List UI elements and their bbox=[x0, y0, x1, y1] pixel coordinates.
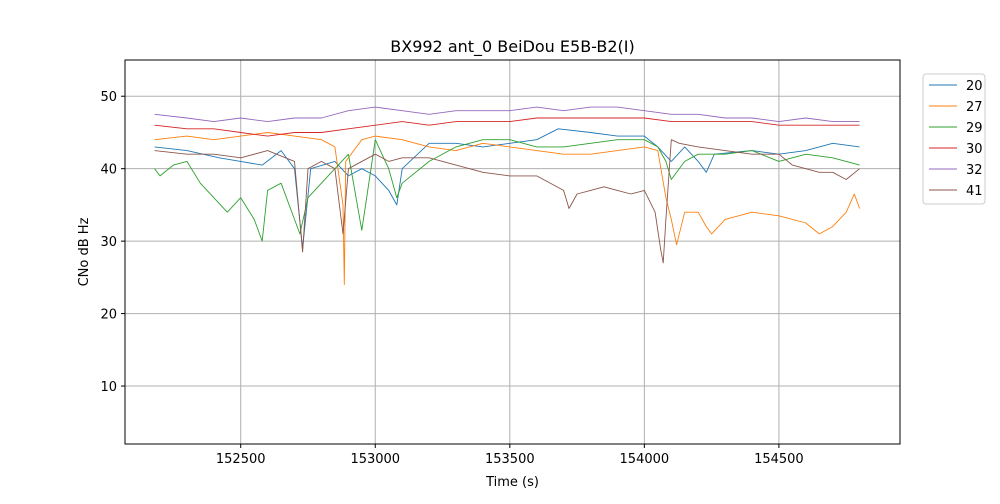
legend-label-32: 32 bbox=[966, 163, 983, 178]
grid bbox=[125, 60, 900, 444]
plot-frame bbox=[124, 59, 901, 445]
y-tick-label: 20 bbox=[100, 308, 117, 323]
series-lines bbox=[154, 106, 861, 286]
y-axis-label: CNo dB Hz bbox=[77, 217, 92, 286]
y-tick-label: 50 bbox=[100, 90, 117, 105]
series-line-41 bbox=[154, 139, 860, 264]
y-tick-label: 40 bbox=[100, 163, 117, 178]
series-line-20 bbox=[154, 128, 860, 249]
legend: 20 27 29 30 32 41 bbox=[922, 73, 986, 205]
x-axis-label: Time (s) bbox=[485, 475, 539, 490]
chart-title: BX992 ant_0 BeiDou E5B-B2(I) bbox=[390, 37, 634, 57]
x-tick-label: 154000 bbox=[620, 452, 670, 467]
legend-label-29: 29 bbox=[966, 121, 983, 136]
series-line-30 bbox=[154, 117, 860, 137]
legend-label-20: 20 bbox=[966, 79, 983, 94]
axis-ticks: 152500 153000 153500 154000 154500 10 20 30 40 50 bbox=[100, 90, 803, 467]
y-tick-label: 30 bbox=[100, 235, 117, 250]
series-line-32 bbox=[154, 106, 860, 123]
y-tick-label: 10 bbox=[100, 380, 117, 395]
x-tick-label: 152500 bbox=[216, 452, 266, 467]
legend-label-27: 27 bbox=[966, 100, 983, 115]
series-line-27 bbox=[154, 132, 861, 286]
x-tick-label: 154500 bbox=[754, 452, 804, 467]
series-line-29 bbox=[154, 139, 860, 242]
legend-label-41: 41 bbox=[966, 184, 983, 199]
x-tick-label: 153500 bbox=[485, 452, 535, 467]
x-tick-label: 153000 bbox=[350, 452, 400, 467]
legend-label-30: 30 bbox=[966, 142, 983, 157]
